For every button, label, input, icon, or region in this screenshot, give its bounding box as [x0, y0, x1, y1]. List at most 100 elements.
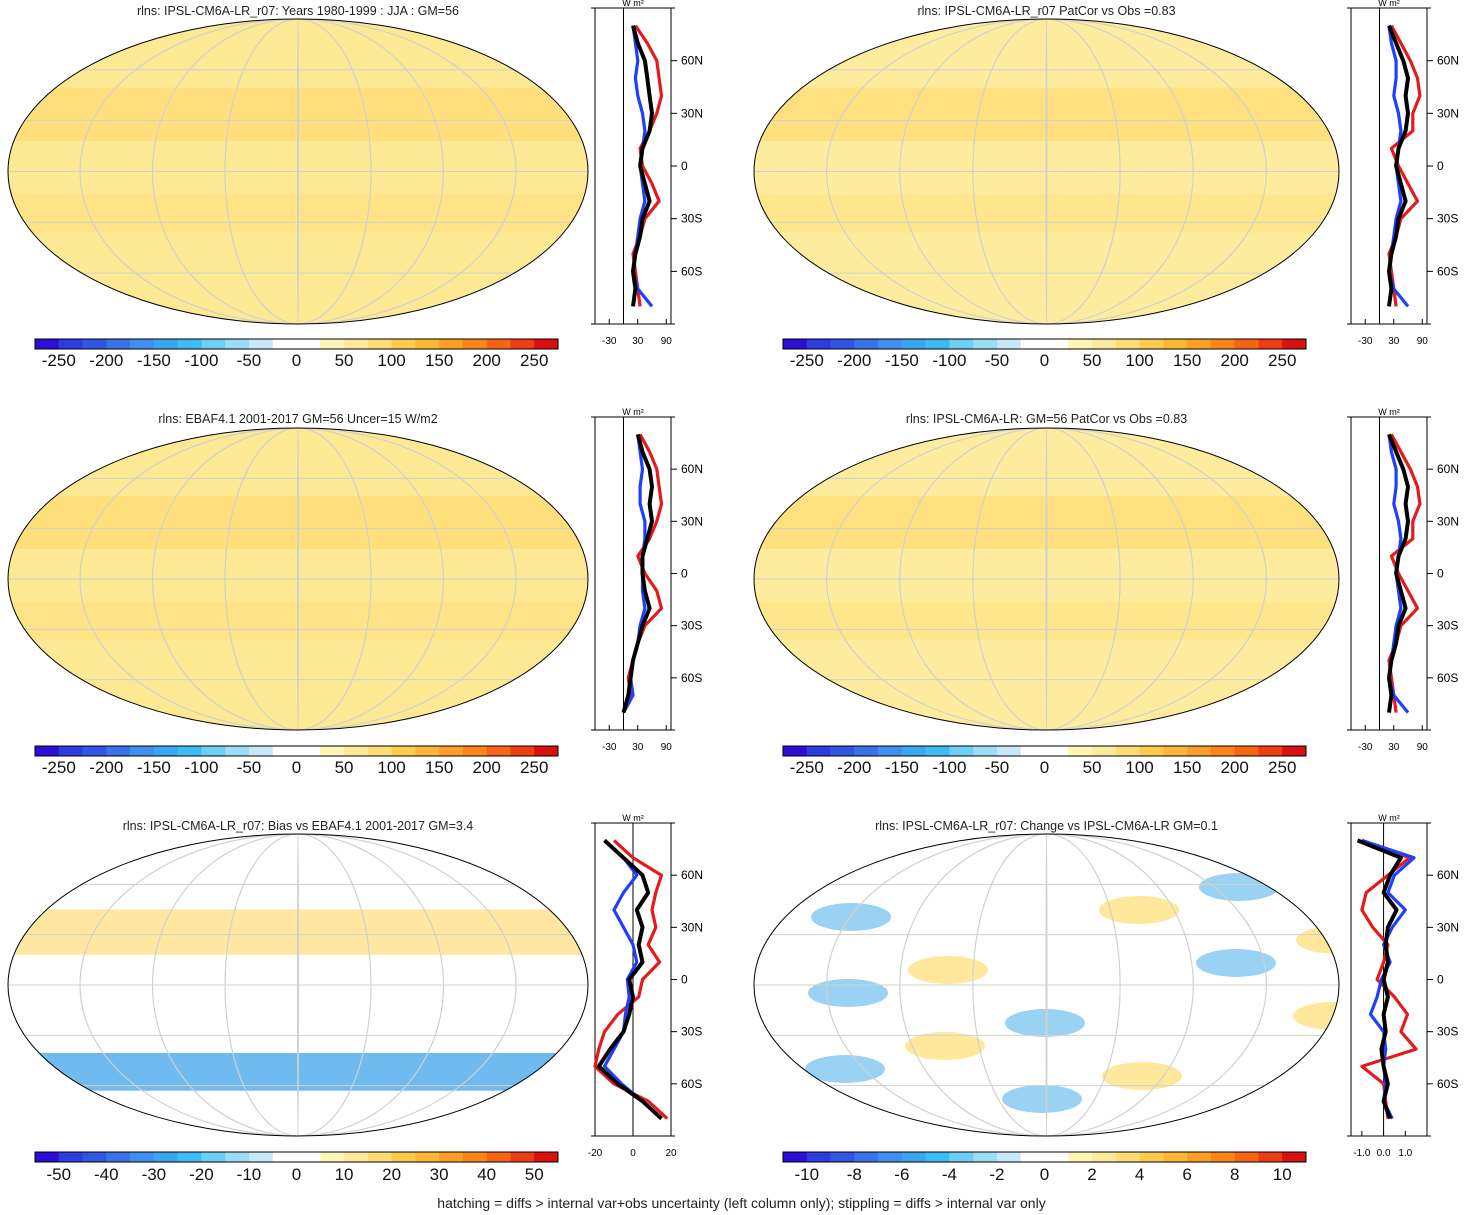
graticule-meridian [152, 428, 444, 730]
profile-y-tick-label: 30S [681, 619, 702, 633]
colorbar-tick-label: -150 [885, 758, 919, 777]
colorbar-tick-label: -250 [790, 758, 824, 777]
colorbar-box [783, 746, 808, 756]
colorbar-tick-label: -50 [237, 758, 262, 777]
colorbar-tick-label: -200 [89, 351, 123, 370]
colorbar-tick-label: 200 [472, 351, 500, 370]
colorbar-box [344, 339, 369, 349]
colorbar-tick-label: -200 [89, 758, 123, 777]
graticule-meridian [152, 19, 444, 324]
profile-y-tick-label: 60S [681, 264, 702, 278]
graticule-meridian [826, 428, 1267, 730]
colorbar-box [1044, 1152, 1069, 1162]
colorbar-frame [34, 1151, 559, 1163]
profile-x-tick-label: -30 [602, 742, 617, 753]
profile-unit-label: W m² [622, 813, 644, 823]
profile-y-tick-label: 30S [681, 212, 702, 226]
graticule-meridian [79, 834, 517, 1136]
colorbar-box [296, 339, 321, 349]
colorbar-box [201, 746, 226, 756]
graticule-meridian [152, 834, 444, 1136]
colorbar-tick-label: 6 [1182, 1165, 1191, 1184]
colorbar-box [272, 746, 297, 756]
colorbar-box [1020, 1152, 1045, 1162]
colorbar-tick-label: -10 [794, 1165, 819, 1184]
profile-x-tick-label: 30 [1388, 742, 1400, 753]
profile-y-tick-label: 60N [681, 868, 703, 882]
colorbar-box [296, 1152, 321, 1162]
profile-x-tick-label: 30 [632, 742, 644, 753]
profile-y-tick-label: 0 [681, 973, 688, 987]
profile-x-tick-label: 1.0 [1398, 1148, 1412, 1159]
colorbar-box [949, 746, 974, 756]
map-title: rlns: IPSL-CM6A-LR_r07: Bias vs EBAF4.1 … [123, 819, 474, 833]
colorbar-box [344, 746, 369, 756]
colorbar-tick-label: 0 [1040, 1165, 1049, 1184]
colorbar-tick-label: -4 [942, 1165, 957, 1184]
colorbar-tick-label: -10 [237, 1165, 262, 1184]
colorbar-box [153, 1152, 178, 1162]
colorbar-box [225, 339, 250, 349]
colorbar-box [534, 339, 559, 349]
profile-y-tick-label: 30S [1437, 619, 1458, 633]
colorbar-box [830, 1152, 855, 1162]
map-blob [1005, 1009, 1085, 1037]
profile-x-tick-label: 0 [630, 1148, 636, 1159]
colorbar-tick-label: 200 [472, 758, 500, 777]
panel-4: rlns: IPSL-CM6A-LR: GM=56 PatCor vs Obs … [753, 407, 1459, 777]
colorbar-box [35, 746, 60, 756]
colorbar-box [106, 339, 131, 349]
colorbar-tick-label: -20 [189, 1165, 214, 1184]
colorbar-tick-label: -40 [94, 1165, 119, 1184]
colorbar-box [973, 1152, 998, 1162]
colorbar-box [320, 746, 345, 756]
colorbar-box [1163, 339, 1188, 349]
colorbar-box [367, 746, 392, 756]
colorbar-tick-label: 10 [335, 1165, 354, 1184]
graticule-meridian [972, 19, 1121, 324]
colorbar-box [106, 1152, 131, 1162]
colorbar-box [415, 339, 440, 349]
colorbar-frame [782, 745, 1307, 757]
colorbar-box [830, 339, 855, 349]
profile-y-tick-label: 60S [681, 1077, 702, 1091]
colorbar-box [177, 1152, 202, 1162]
colorbar-box [1282, 746, 1307, 756]
map-blob [1199, 873, 1279, 901]
colorbar-box [996, 1152, 1022, 1162]
colorbar-tick-label: -250 [42, 758, 76, 777]
colorbar-box [973, 339, 998, 349]
graticule-meridian [79, 19, 517, 324]
colorbar-box [462, 339, 487, 349]
colorbar-tick-label: 150 [1173, 758, 1201, 777]
colorbar-frame [782, 338, 1307, 350]
colorbar-box [806, 746, 831, 756]
colorbar-box [391, 746, 416, 756]
profile-y-tick-label: 30S [681, 1025, 702, 1039]
graticule-meridian [899, 19, 1194, 324]
colorbar-frame [34, 338, 559, 350]
colorbar-tick-label: 100 [377, 351, 405, 370]
map-title: rlns: IPSL-CM6A-LR_r07: Years 1980-1999 … [137, 4, 459, 18]
colorbar-box [82, 1152, 107, 1162]
colorbar-box [949, 339, 974, 349]
colorbar-box [854, 339, 879, 349]
colorbar-box [320, 1152, 345, 1162]
colorbar-box [1258, 339, 1283, 349]
panel-5: rlns: IPSL-CM6A-LR_r07: Bias vs EBAF4.1 … [7, 813, 703, 1184]
map-field [754, 428, 1339, 730]
profile-y-tick-label: 60N [1437, 462, 1459, 476]
colorbar-box [415, 1152, 440, 1162]
profile-series-line [1356, 838, 1403, 1120]
colorbar-tick-label: -150 [137, 758, 171, 777]
colorbar-box [177, 339, 202, 349]
map-blob [754, 850, 794, 878]
colorbar-box [783, 1152, 808, 1162]
profile-y-tick-label: 30N [681, 106, 703, 120]
colorbar-tick-label: 30 [430, 1165, 449, 1184]
profile-y-tick-label: 0 [1437, 159, 1444, 173]
colorbar-box [996, 746, 1022, 756]
profile-y-tick-label: 60S [681, 671, 702, 685]
colorbar-box [177, 746, 202, 756]
colorbar-box [510, 339, 535, 349]
